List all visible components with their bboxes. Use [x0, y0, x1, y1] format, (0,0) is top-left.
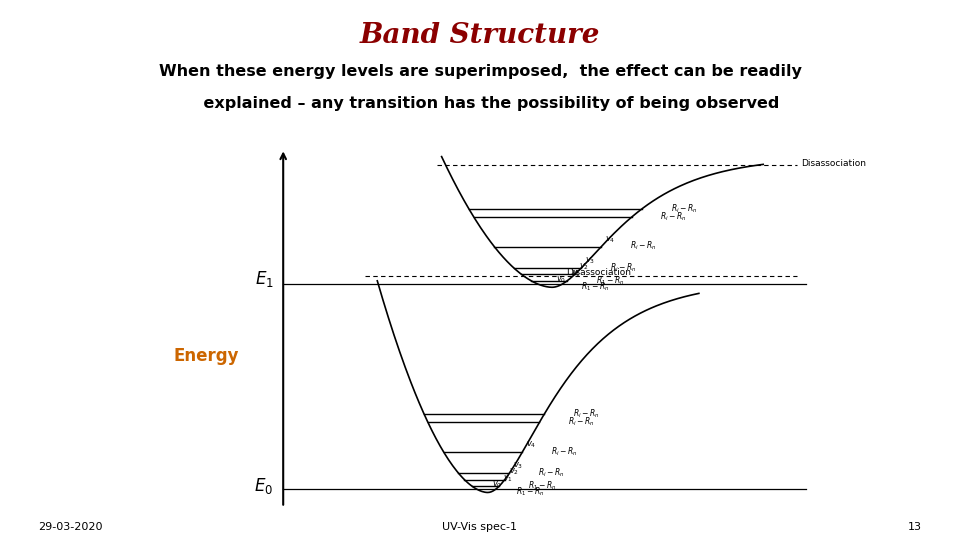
Text: $R_1 - R_n$: $R_1 - R_n$: [528, 479, 557, 492]
Text: Disassociation: Disassociation: [802, 159, 867, 167]
Text: $v_0$: $v_0$: [492, 480, 502, 490]
Text: 29-03-2020: 29-03-2020: [38, 522, 103, 531]
Text: 13: 13: [907, 522, 922, 531]
Text: $R_1 - R_n$: $R_1 - R_n$: [596, 274, 625, 287]
Text: $v_3$: $v_3$: [586, 255, 595, 266]
Text: explained – any transition has the possibility of being observed: explained – any transition has the possi…: [180, 96, 780, 111]
Text: UV-Vis spec-1: UV-Vis spec-1: [443, 522, 517, 531]
Text: Band Structure: Band Structure: [360, 22, 600, 49]
Text: $R_i - R_n$: $R_i - R_n$: [630, 240, 657, 253]
Text: $E_1$: $E_1$: [254, 269, 274, 289]
Text: $R_i - R_n$: $R_i - R_n$: [539, 466, 565, 479]
Text: $v_2$: $v_2$: [509, 467, 518, 477]
Text: When these energy levels are superimposed,  the effect can be readily: When these energy levels are superimpose…: [158, 64, 802, 79]
Text: $v_4$: $v_4$: [605, 234, 615, 245]
Text: $E_0$: $E_0$: [254, 476, 274, 496]
Text: $v_4$: $v_4$: [526, 440, 537, 450]
Text: Disassociation: Disassociation: [566, 268, 632, 277]
Text: $R_i - R_n$: $R_i - R_n$: [670, 202, 697, 215]
Text: $v_0$: $v_0$: [556, 275, 566, 285]
Text: $R_i - R_n$: $R_i - R_n$: [660, 210, 687, 223]
Text: $R_i - R_n$: $R_i - R_n$: [568, 415, 595, 428]
Text: $v_1$: $v_1$: [503, 474, 514, 484]
Text: $R_1 - R_n$: $R_1 - R_n$: [581, 280, 610, 293]
Text: $R_i - R_n$: $R_i - R_n$: [573, 407, 600, 420]
Text: $R_i - R_n$: $R_i - R_n$: [551, 445, 578, 458]
Text: $R_i - R_n$: $R_i - R_n$: [611, 261, 636, 274]
Text: $v_1$: $v_1$: [571, 268, 581, 279]
Text: Energy: Energy: [174, 347, 239, 366]
Text: $v_2$: $v_2$: [579, 262, 588, 272]
Text: $v_3$: $v_3$: [514, 461, 523, 471]
Text: $R_1 - R_n$: $R_1 - R_n$: [516, 485, 545, 498]
